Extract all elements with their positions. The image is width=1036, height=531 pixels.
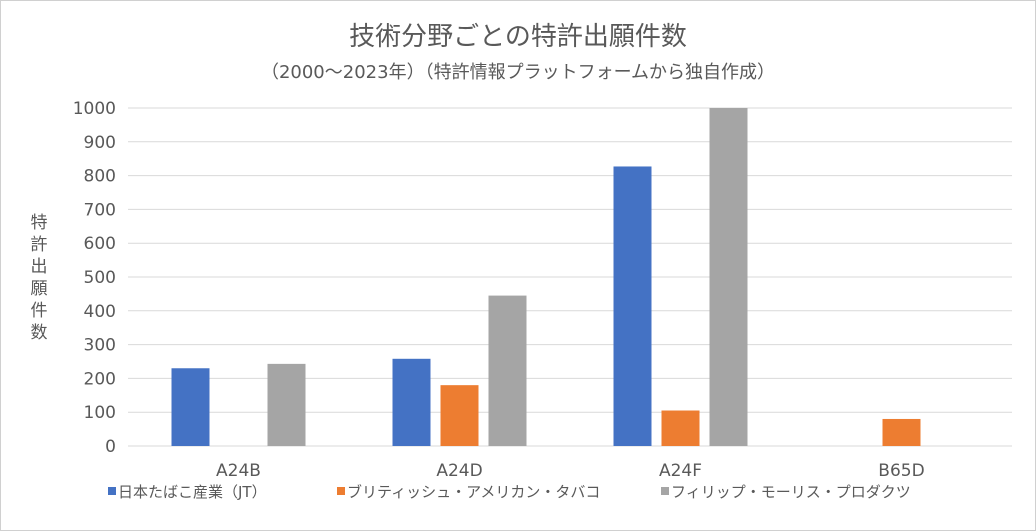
bar-A24D-series-2: [488, 295, 527, 446]
bar-B65D-series-1: [882, 418, 921, 446]
y-tick-label: 1000: [73, 99, 116, 119]
x-axis-ticks: A24B A24D A24F B65D: [216, 461, 925, 481]
y-tick-label: 600: [84, 234, 116, 254]
y-tick-label: 800: [84, 167, 116, 187]
legend-label: ブリティッシュ・アメリカン・タバコ: [347, 483, 600, 501]
y-axis-label: 特許出願件数: [30, 213, 48, 343]
y-tick-label: 0: [105, 437, 116, 457]
bar-A24B-series-2: [267, 363, 306, 446]
y-tick-label: 500: [84, 268, 116, 288]
y-tick-label: 100: [84, 403, 116, 423]
legend-label: フィリップ・モーリス・プロダクツ: [671, 483, 911, 501]
legend-label: 日本たばこ産業（JT）: [118, 483, 267, 501]
bar-A24F-series-2: [709, 108, 748, 446]
y-tick-label: 200: [84, 369, 116, 389]
y-tick-label: 700: [84, 200, 116, 220]
bars: [171, 108, 921, 446]
bar-A24B-series-0: [171, 368, 210, 446]
gridlines: [128, 107, 1012, 447]
chart-subtitle: （2000～2023年）（特許情報プラットフォームから独自作成）: [260, 62, 776, 83]
legend-swatch: [661, 487, 669, 495]
y-tick-label: 900: [84, 133, 116, 153]
bar-A24F-series-0: [613, 166, 652, 446]
legend-swatch: [108, 487, 116, 495]
legend: 日本たばこ産業（JT） ブリティッシュ・アメリカン・タバコ フィリップ・モーリス・プ…: [108, 483, 911, 501]
bar-A24D-series-1: [440, 385, 479, 446]
legend-swatch: [337, 487, 345, 495]
x-tick-label: A24D: [436, 461, 482, 481]
y-tick-label: 300: [84, 336, 116, 356]
y-tick-label: 400: [84, 302, 116, 322]
x-tick-label: A24B: [216, 461, 261, 481]
x-tick-label: B65D: [878, 461, 924, 481]
bar-A24D-series-0: [392, 358, 431, 446]
chart-title: 技術分野ごとの特許出願件数: [349, 22, 687, 52]
x-tick-label: A24F: [659, 461, 702, 481]
bar-A24F-series-1: [661, 410, 700, 446]
y-axis-ticks: 0 100 200 300 400 500 600 700 800 900 1000: [73, 99, 116, 457]
